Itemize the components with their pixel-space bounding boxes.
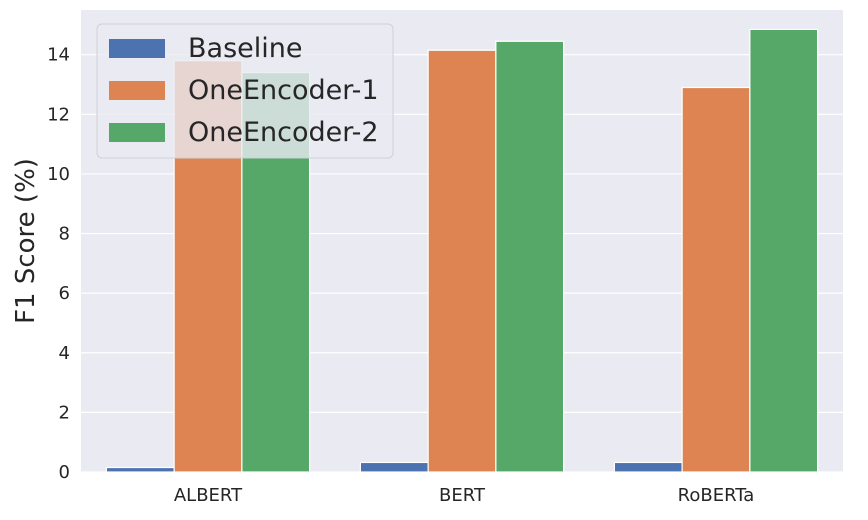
bar-baseline-roberta bbox=[613, 461, 683, 473]
bar-oneencoder-2-roberta bbox=[749, 28, 819, 473]
legend-swatch bbox=[109, 123, 165, 142]
legend: Baseline OneEncoder-1 OneEncoder-2 bbox=[96, 23, 394, 159]
bar-oneencoder-1-roberta bbox=[681, 86, 751, 473]
legend-swatch bbox=[109, 39, 165, 58]
legend-box bbox=[96, 23, 394, 159]
y-tick-label: 4 bbox=[59, 343, 70, 364]
bar-baseline-albert bbox=[105, 466, 175, 473]
y-axis-title: F1 Score (%) bbox=[11, 158, 41, 324]
x-tick-label: ALBERT bbox=[174, 485, 243, 506]
y-tick-label: 6 bbox=[59, 283, 70, 304]
y-tick-label: 8 bbox=[59, 224, 70, 245]
y-tick-labels: 0 2 4 6 8 10 12 14 bbox=[47, 45, 70, 483]
x-tick-labels: ALBERT BERT RoBERTa bbox=[174, 485, 754, 506]
bar-oneencoder-2-bert bbox=[495, 40, 565, 473]
bar-baseline-bert bbox=[359, 461, 429, 473]
y-tick-label: 12 bbox=[47, 104, 70, 125]
bar-oneencoder-1-bert bbox=[427, 49, 497, 473]
x-tick-label: BERT bbox=[439, 485, 486, 506]
legend-label: Baseline bbox=[188, 33, 302, 64]
y-tick-label: 14 bbox=[47, 45, 70, 66]
x-tick-label: RoBERTa bbox=[678, 485, 755, 506]
legend-label: OneEncoder-2 bbox=[188, 117, 379, 148]
y-tick-label: 0 bbox=[59, 462, 70, 483]
y-tick-label: 2 bbox=[59, 402, 70, 423]
legend-label: OneEncoder-1 bbox=[188, 75, 379, 106]
legend-swatch bbox=[109, 81, 165, 100]
y-tick-label: 10 bbox=[47, 164, 70, 185]
